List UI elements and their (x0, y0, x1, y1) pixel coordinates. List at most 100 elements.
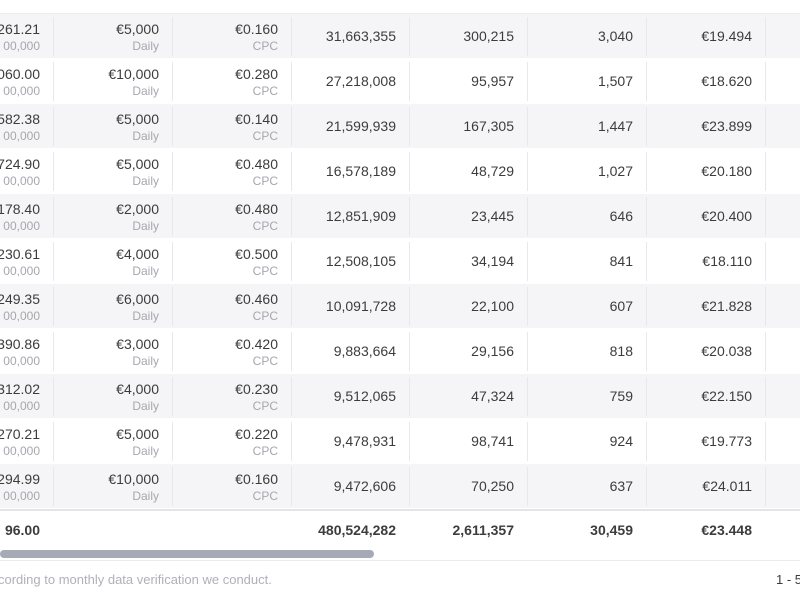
budget-type-label: Daily (132, 39, 159, 53)
budget-value: €5,000 (116, 426, 159, 442)
bid-cell: €0.420 CPC (173, 329, 292, 374)
budget-value: €10,000 (108, 471, 159, 487)
budget-cap-label: 00,000 (3, 129, 40, 143)
bid-cell: €0.480 CPC (173, 149, 292, 194)
horizontal-scrollbar[interactable] (0, 549, 800, 559)
impressions-value: 9,883,664 (333, 343, 396, 359)
impressions-value: 9,472,606 (333, 478, 396, 494)
table-row[interactable]: 312.02 00,000 €4,000 Daily €0.230 CPC 9,512,06… (0, 374, 800, 419)
totals-row: 96.00 480,524,282 2,611,357 30,459 €23.4… (0, 509, 800, 549)
spend-value: 178.40 (0, 201, 40, 217)
next-column-cell (766, 374, 800, 419)
clicks-value: 70,250 (471, 478, 514, 494)
spend-cell: 060.00 00,000 (0, 59, 54, 104)
impressions-cell: 12,508,105 (292, 239, 410, 284)
conversions-value: 637 (609, 478, 633, 494)
impressions-value: 9,512,065 (333, 388, 396, 404)
clicks-cell: 98,741 (410, 419, 528, 464)
conversions-value: 1,447 (597, 118, 633, 134)
bid-type-label: CPC (252, 309, 278, 323)
bid-value: €0.280 (235, 66, 278, 82)
bid-cell: €0.480 CPC (173, 194, 292, 239)
clicks-value: 167,305 (463, 118, 514, 134)
spend-value: 270.21 (0, 426, 40, 442)
bid-cell: €0.140 CPC (173, 104, 292, 149)
total-cpa: €23.448 (701, 522, 752, 538)
bid-type-label: CPC (252, 219, 278, 233)
impressions-value: 16,578,189 (325, 163, 396, 179)
impressions-cell: 10,091,728 (292, 284, 410, 329)
next-column-cell (766, 239, 800, 284)
impressions-value: 10,091,728 (325, 298, 396, 314)
table-row[interactable]: 230.61 00,000 €4,000 Daily €0.500 CPC 12,508,1… (0, 239, 800, 284)
clicks-value: 29,156 (471, 343, 514, 359)
impressions-value: 31,663,355 (325, 28, 396, 44)
campaign-table: 261.21 00,000 €5,000 Daily €0.160 CPC 31,663,3… (0, 14, 800, 509)
bid-value: €0.230 (235, 381, 278, 397)
cpa-value: €20.400 (701, 208, 752, 224)
clicks-value: 48,729 (471, 163, 514, 179)
budget-type-label: Daily (132, 264, 159, 278)
conversions-value: 607 (609, 298, 633, 314)
cpa-value: €20.038 (701, 343, 752, 359)
spend-value: 261.21 (0, 21, 40, 37)
budget-cap-label: 00,000 (3, 399, 40, 413)
bid-value: €0.160 (235, 21, 278, 37)
total-spend: 96.00 (4, 522, 40, 538)
next-column-cell (766, 14, 800, 59)
budget-type-label: Daily (132, 309, 159, 323)
impressions-value: 12,851,909 (325, 208, 396, 224)
impressions-value: 27,218,008 (325, 73, 396, 89)
conversions-value: 924 (609, 433, 633, 449)
impressions-cell: 9,883,664 (292, 329, 410, 374)
table-row[interactable]: 390.86 00,000 €3,000 Daily €0.420 CPC 9,883,66… (0, 329, 800, 374)
next-column-cell (766, 284, 800, 329)
scrollbar-thumb[interactable] (0, 550, 374, 558)
impressions-cell: 12,851,909 (292, 194, 410, 239)
bid-value: €0.500 (235, 246, 278, 262)
clicks-value: 34,194 (471, 253, 514, 269)
next-column-cell (766, 149, 800, 194)
spend-value: 724.90 (0, 156, 40, 172)
budget-cap-label: 00,000 (3, 489, 40, 503)
next-column-cell (766, 104, 800, 149)
cpa-value: €21.828 (701, 298, 752, 314)
clicks-cell: 23,445 (410, 194, 528, 239)
clicks-value: 300,215 (463, 28, 514, 44)
table-row[interactable]: 178.40 00,000 €2,000 Daily €0.480 CPC 12,851,9… (0, 194, 800, 239)
table-row[interactable]: 060.00 00,000 €10,000 Daily €0.280 CPC 27,218,… (0, 59, 800, 104)
next-column-cell (766, 464, 800, 509)
table-row[interactable]: 261.21 00,000 €5,000 Daily €0.160 CPC 31,663,3… (0, 14, 800, 59)
table-row[interactable]: 582.38 00,000 €5,000 Daily €0.140 CPC 21,599,9… (0, 104, 800, 149)
bid-type-label: CPC (252, 129, 278, 143)
impressions-cell: 31,663,355 (292, 14, 410, 59)
cpa-value: €23.899 (701, 118, 752, 134)
budget-type-label: Daily (132, 399, 159, 413)
bid-type-label: CPC (252, 264, 278, 278)
spend-value: 294.99 (0, 471, 40, 487)
budget-cell: €5,000 Daily (54, 419, 173, 464)
table-row[interactable]: 294.99 00,000 €10,000 Daily €0.160 CPC 9,472,6… (0, 464, 800, 509)
clicks-value: 22,100 (471, 298, 514, 314)
spend-cell: 261.21 00,000 (0, 14, 54, 59)
cpa-cell: €20.400 (647, 194, 766, 239)
cpa-cell: €20.180 (647, 149, 766, 194)
pagination-range: 1 - 5 (776, 572, 800, 587)
spend-cell: 582.38 00,000 (0, 104, 54, 149)
bid-type-label: CPC (252, 84, 278, 98)
bid-cell: €0.230 CPC (173, 374, 292, 419)
clicks-value: 23,445 (471, 208, 514, 224)
impressions-cell: 9,478,931 (292, 419, 410, 464)
cpa-cell: €18.110 (647, 239, 766, 284)
total-clicks: 2,611,357 (452, 522, 514, 538)
bid-type-label: CPC (252, 489, 278, 503)
table-row[interactable]: 724.90 00,000 €5,000 Daily €0.480 CPC 16,578,1… (0, 149, 800, 194)
spend-value: 060.00 (0, 66, 40, 82)
table-row[interactable]: 270.21 00,000 €5,000 Daily €0.220 CPC 9,478,93… (0, 419, 800, 464)
cpa-cell: €23.899 (647, 104, 766, 149)
total-impressions: 480,524,282 (318, 522, 396, 538)
spend-value: 312.02 (0, 381, 40, 397)
budget-cap-label: 00,000 (3, 84, 40, 98)
table-row[interactable]: 249.35 00,000 €6,000 Daily €0.460 CPC 10,091,7… (0, 284, 800, 329)
conversions-value: 841 (609, 253, 633, 269)
